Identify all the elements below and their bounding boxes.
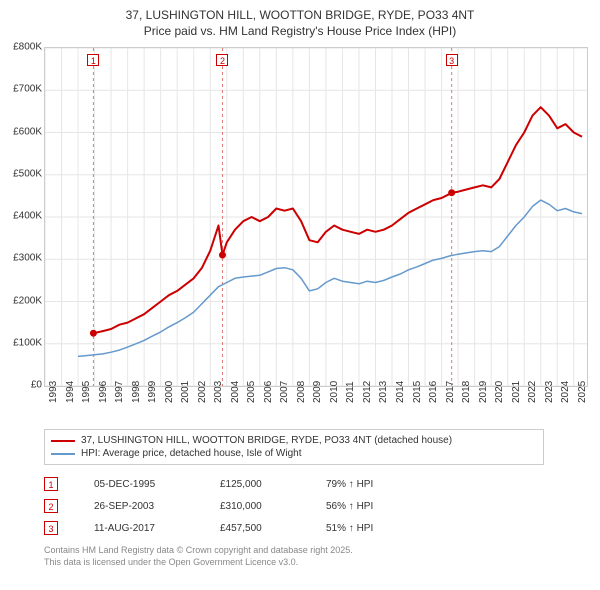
event-hpi: 51% ↑ HPI bbox=[326, 523, 416, 534]
event-price: £125,000 bbox=[220, 479, 290, 490]
legend-label: 37, LUSHINGTON HILL, WOOTTON BRIDGE, RYD… bbox=[81, 435, 452, 446]
y-tick-label: £400K bbox=[8, 211, 42, 222]
event-hpi: 56% ↑ HPI bbox=[326, 501, 416, 512]
event-price: £310,000 bbox=[220, 501, 290, 512]
footer-line-2: This data is licensed under the Open Gov… bbox=[44, 557, 592, 569]
chart-title: 37, LUSHINGTON HILL, WOOTTON BRIDGE, RYD… bbox=[8, 8, 592, 39]
legend-swatch bbox=[51, 453, 75, 455]
chart-area: 1 2 3 £0 £100K £200K £300K £400K £500K £600K £700… bbox=[8, 43, 592, 423]
y-tick-label: £500K bbox=[8, 168, 42, 179]
sale-marker-2: 2 bbox=[216, 54, 228, 66]
event-row: 1 05-DEC-1995 £125,000 79% ↑ HPI bbox=[44, 473, 592, 495]
y-tick-label: £200K bbox=[8, 295, 42, 306]
event-hpi: 79% ↑ HPI bbox=[326, 479, 416, 490]
legend-label: HPI: Average price, detached house, Isle… bbox=[81, 448, 302, 459]
event-marker-3: 3 bbox=[44, 521, 58, 535]
y-tick-label: £600K bbox=[8, 126, 42, 137]
plot-region: 1 2 3 bbox=[44, 47, 588, 387]
legend-item: HPI: Average price, detached house, Isle… bbox=[51, 447, 537, 460]
footer-attribution: Contains HM Land Registry data © Crown c… bbox=[44, 545, 592, 568]
y-tick-label: £100K bbox=[8, 337, 42, 348]
footer-line-1: Contains HM Land Registry data © Crown c… bbox=[44, 545, 592, 557]
sale-marker-3: 3 bbox=[446, 54, 458, 66]
y-tick-label: £800K bbox=[8, 42, 42, 53]
event-date: 26-SEP-2003 bbox=[94, 501, 184, 512]
legend: 37, LUSHINGTON HILL, WOOTTON BRIDGE, RYD… bbox=[44, 429, 544, 465]
title-line-1: 37, LUSHINGTON HILL, WOOTTON BRIDGE, RYD… bbox=[8, 8, 592, 24]
event-row: 3 11-AUG-2017 £457,500 51% ↑ HPI bbox=[44, 517, 592, 539]
title-line-2: Price paid vs. HM Land Registry's House … bbox=[8, 24, 592, 40]
legend-item: 37, LUSHINGTON HILL, WOOTTON BRIDGE, RYD… bbox=[51, 434, 537, 447]
legend-swatch bbox=[51, 440, 75, 442]
sale-events-table: 1 05-DEC-1995 £125,000 79% ↑ HPI 2 26-SEP-200… bbox=[44, 473, 592, 539]
y-tick-label: £700K bbox=[8, 84, 42, 95]
chart-svg bbox=[45, 48, 587, 386]
event-marker-1: 1 bbox=[44, 477, 58, 491]
event-date: 05-DEC-1995 bbox=[94, 479, 184, 490]
y-tick-label: £0 bbox=[8, 380, 42, 391]
event-date: 11-AUG-2017 bbox=[94, 523, 184, 534]
sale-marker-1: 1 bbox=[87, 54, 99, 66]
event-marker-2: 2 bbox=[44, 499, 58, 513]
event-row: 2 26-SEP-2003 £310,000 56% ↑ HPI bbox=[44, 495, 592, 517]
event-price: £457,500 bbox=[220, 523, 290, 534]
x-tick-label: 2025 bbox=[577, 381, 600, 403]
y-tick-label: £300K bbox=[8, 253, 42, 264]
